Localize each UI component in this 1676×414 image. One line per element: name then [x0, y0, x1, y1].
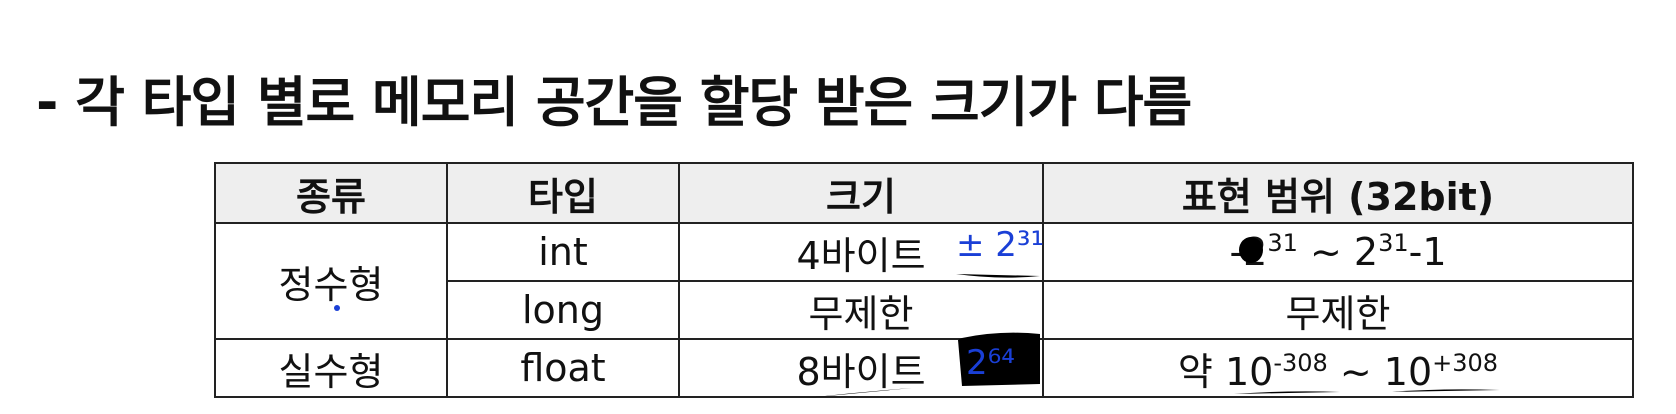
type-long: long: [446, 280, 680, 340]
range-long: 무제한: [1042, 280, 1634, 340]
data-types-table: 종류 타입 크기 표현 범위 (32bit) 정수형 int 4바이트 -231…: [214, 162, 1634, 398]
type-int: int: [446, 222, 680, 282]
range-float-mid: ~ 10: [1327, 349, 1433, 394]
table-header-row: 종류 타입 크기 표현 범위 (32bit): [214, 162, 1634, 224]
range-float: 약 10-308 ~ 10+308: [1042, 338, 1634, 398]
range-int-tail: -1: [1408, 230, 1447, 274]
size-int: 4바이트: [678, 222, 1044, 282]
page-heading: - 각 타입 별로 메모리 공간을 할당 받은 크기가 다름: [36, 71, 1192, 134]
range-int: -231 ~ 231-1: [1042, 222, 1634, 282]
range-float-prefix: 약 10: [1177, 349, 1274, 394]
size-float: 8바이트: [678, 338, 1044, 398]
size-int-wrap: 4바이트: [796, 225, 925, 280]
range-int-mid: ~ 2: [1297, 230, 1379, 274]
range-int-exp2: 31: [1378, 229, 1409, 257]
size-long: 무제한: [678, 280, 1044, 340]
header-kind: 종류: [214, 162, 448, 224]
range-float-exp2: +308: [1432, 348, 1499, 377]
header-range: 표현 범위 (32bit): [1042, 162, 1634, 224]
group-real: 실수형: [214, 338, 448, 398]
header-size: 크기: [678, 162, 1044, 224]
range-int-base1: -2: [1229, 230, 1268, 274]
table-row: long 무제한 무제한: [215, 280, 1634, 340]
table-row: 정수형 int 4바이트 -231 ~ 231-1: [214, 222, 1634, 340]
header-type: 타입: [446, 162, 680, 224]
size-int-text: 4바이트: [796, 233, 926, 278]
range-int-exp1: 31: [1267, 229, 1298, 257]
table-row: 실수형 float 8바이트 약 10-308 ~ 10+308: [214, 338, 1634, 398]
group-integer: 정수형: [214, 222, 448, 340]
range-float-exp1: -308: [1273, 348, 1328, 377]
type-float: float: [446, 338, 680, 398]
